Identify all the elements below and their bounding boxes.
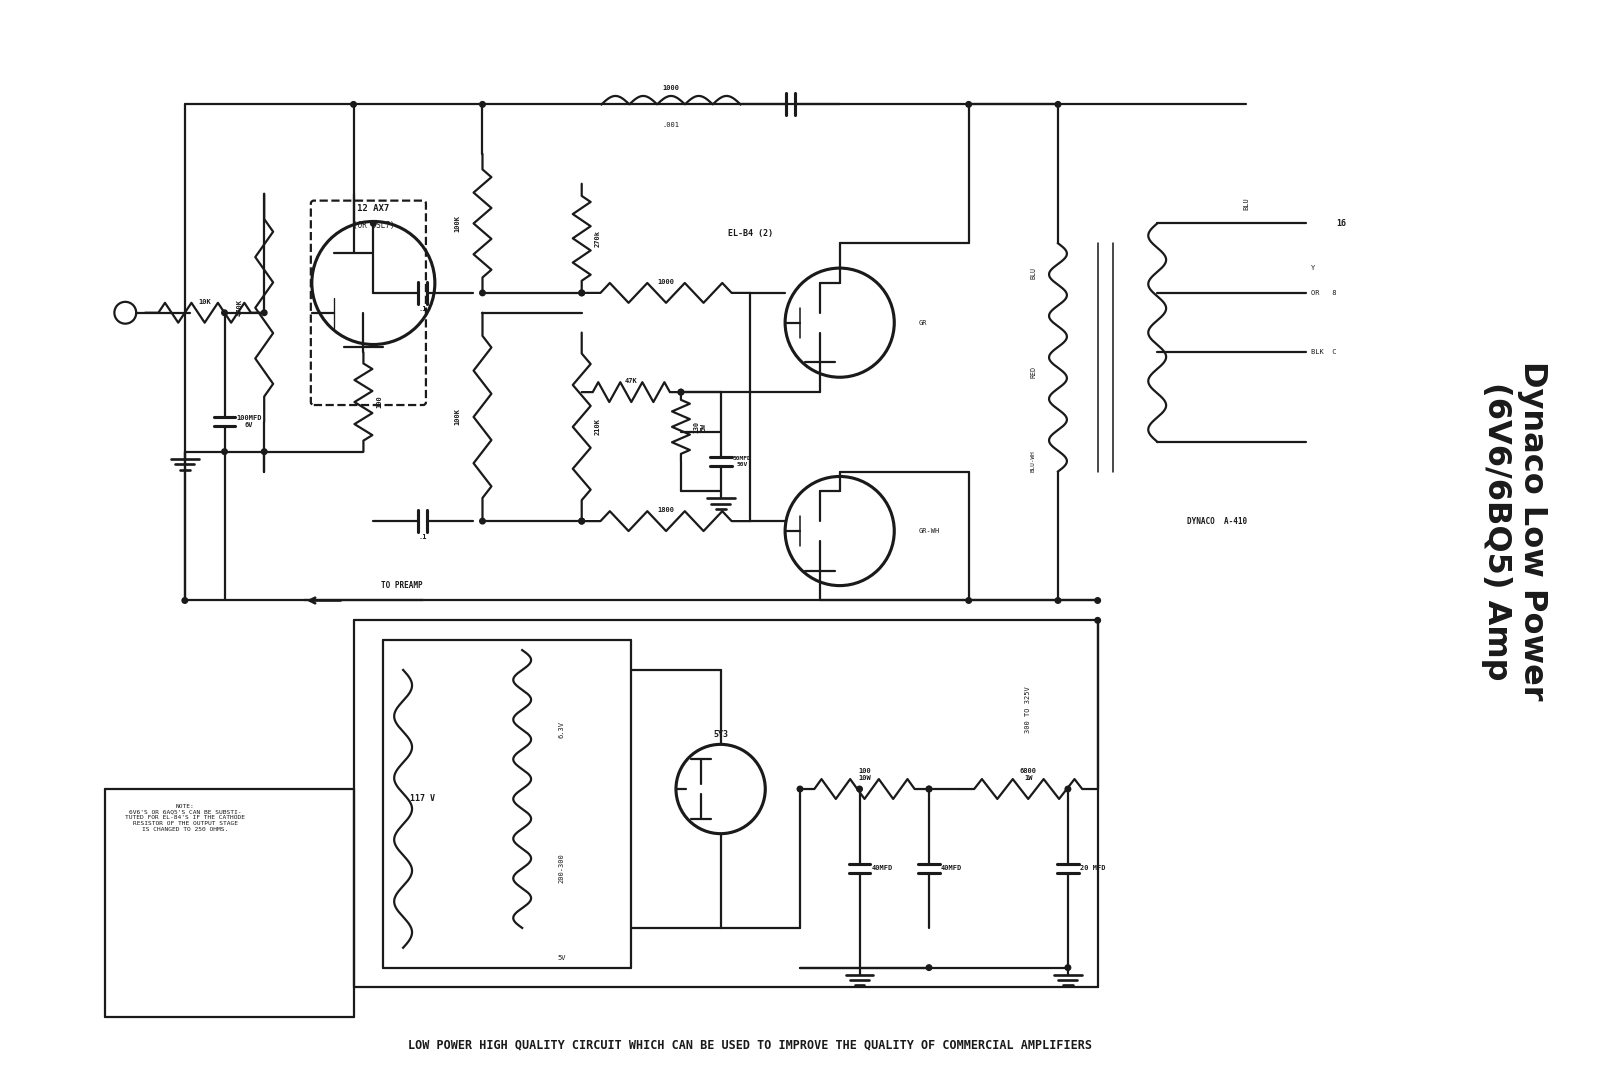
Text: 1800: 1800 [658, 508, 675, 513]
Circle shape [222, 449, 227, 454]
Text: 40MFD: 40MFD [872, 865, 893, 872]
Circle shape [966, 102, 971, 107]
Circle shape [926, 965, 931, 970]
Text: Dynaco Low Power
(6V6/6BQ5) Amp: Dynaco Low Power (6V6/6BQ5) Amp [1482, 361, 1547, 700]
Circle shape [579, 518, 584, 524]
Circle shape [579, 518, 584, 524]
Text: .001: .001 [662, 122, 680, 129]
Text: BLU: BLU [1243, 197, 1250, 210]
Text: OR   8: OR 8 [1310, 290, 1336, 296]
Circle shape [222, 310, 227, 316]
Text: RED: RED [1030, 366, 1037, 378]
Text: 100: 100 [376, 395, 382, 408]
Circle shape [926, 786, 931, 791]
Text: BLU-WH: BLU-WH [1030, 451, 1035, 472]
Text: 5V: 5V [558, 954, 566, 961]
Circle shape [678, 390, 683, 395]
Text: DYNACO  A-410: DYNACO A-410 [1187, 516, 1246, 526]
Text: 210K: 210K [595, 419, 600, 435]
Circle shape [579, 290, 584, 296]
Circle shape [261, 449, 267, 454]
Text: GR-WH: GR-WH [918, 528, 941, 534]
Text: 100
10W: 100 10W [858, 768, 870, 781]
Text: 470K: 470K [237, 299, 243, 316]
Text: .1: .1 [419, 534, 427, 540]
Text: 100MFD
6V: 100MFD 6V [237, 416, 262, 428]
Circle shape [1066, 965, 1070, 970]
Text: 270k: 270k [595, 230, 600, 246]
Text: 20 MFD: 20 MFD [1080, 865, 1106, 872]
Circle shape [261, 310, 267, 316]
Circle shape [182, 598, 187, 603]
Circle shape [480, 518, 485, 524]
Text: 16: 16 [1336, 218, 1346, 228]
Text: NOTE:
6V6'S OR 6AQ5'S CAN BE SUBSTI-
TUTED FOR EL-84'S IF THE CATHODE
RESISTOR O: NOTE: 6V6'S OR 6AQ5'S CAN BE SUBSTI- TUT… [125, 804, 245, 832]
Circle shape [1094, 598, 1101, 603]
Text: Y: Y [1310, 266, 1315, 271]
Text: EL-B4 (2): EL-B4 (2) [728, 229, 773, 238]
Circle shape [480, 290, 485, 296]
Circle shape [678, 390, 683, 395]
Text: (OR 6SL7): (OR 6SL7) [352, 221, 394, 230]
Text: TO PREAMP: TO PREAMP [381, 582, 422, 590]
Text: 117 V: 117 V [411, 795, 435, 803]
Circle shape [480, 102, 485, 107]
Text: 12 AX7: 12 AX7 [357, 205, 389, 213]
Text: 40MFD: 40MFD [941, 865, 962, 872]
Circle shape [1094, 618, 1101, 623]
Circle shape [966, 598, 971, 603]
Text: 10K: 10K [198, 299, 211, 305]
Text: 300 TO 325V: 300 TO 325V [1026, 687, 1032, 733]
Circle shape [1066, 786, 1070, 791]
Circle shape [350, 102, 357, 107]
Text: 200-300: 200-300 [558, 854, 565, 884]
Text: 130
5W: 130 5W [694, 421, 707, 433]
Circle shape [371, 221, 376, 226]
Text: 6.3V: 6.3V [558, 721, 565, 738]
Text: 1000: 1000 [658, 278, 675, 285]
Text: .1: .1 [419, 306, 427, 312]
Text: 47K: 47K [626, 378, 638, 384]
Text: GR: GR [918, 319, 928, 326]
Circle shape [1054, 102, 1061, 107]
Text: 100K: 100K [454, 215, 461, 232]
Text: 5Y3: 5Y3 [714, 730, 728, 739]
Circle shape [797, 786, 803, 791]
Circle shape [926, 786, 931, 791]
Text: BLK  C: BLK C [1310, 349, 1336, 356]
Circle shape [579, 290, 584, 296]
Text: LOW POWER HIGH QUALITY CIRCUIT WHICH CAN BE USED TO IMPROVE THE QUALITY OF COMME: LOW POWER HIGH QUALITY CIRCUIT WHICH CAN… [408, 1039, 1093, 1052]
Text: 50MFD
50V: 50MFD 50V [733, 456, 752, 467]
Text: 1000: 1000 [662, 85, 680, 91]
Text: BLU: BLU [1030, 267, 1037, 280]
Circle shape [856, 786, 862, 791]
Text: 100K: 100K [454, 408, 461, 425]
Circle shape [1054, 598, 1061, 603]
Text: 6800
1W: 6800 1W [1019, 768, 1037, 781]
